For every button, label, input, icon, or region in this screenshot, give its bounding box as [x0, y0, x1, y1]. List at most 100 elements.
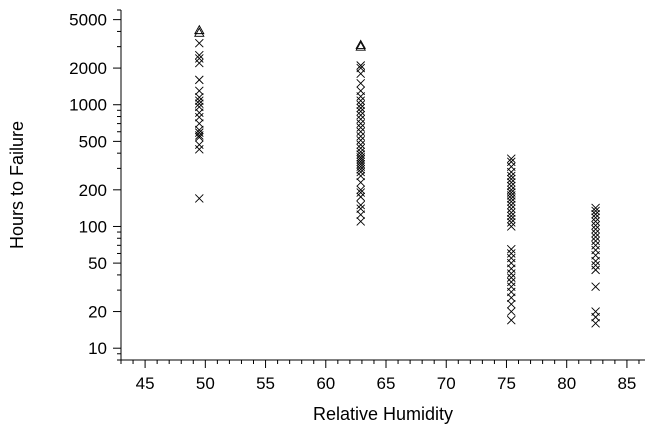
x-point	[591, 236, 600, 246]
x-point	[356, 107, 366, 116]
x-point	[591, 203, 600, 213]
x-point	[591, 232, 600, 242]
x-point	[506, 204, 516, 213]
x-point	[506, 181, 516, 191]
x-tick-label: 80	[557, 374, 576, 393]
x-point	[194, 145, 204, 154]
y-tick-label: 500	[79, 132, 107, 151]
x-point	[356, 140, 366, 149]
x-tick-label: 50	[196, 374, 215, 393]
data-points	[194, 24, 600, 328]
y-tick-label: 20	[88, 303, 107, 322]
x-point	[506, 208, 516, 217]
x-point	[356, 86, 366, 96]
triangle-point	[355, 39, 366, 49]
x-point	[356, 204, 366, 213]
x-point	[194, 96, 204, 105]
x-point	[356, 96, 366, 105]
x-point	[506, 253, 516, 263]
x-point	[356, 159, 366, 169]
x-point	[194, 93, 204, 102]
x-point	[506, 154, 516, 164]
x-tick-label: 55	[256, 374, 275, 393]
x-point	[356, 127, 366, 137]
x-axis-title: Relative Humidity	[313, 404, 453, 424]
x-point	[506, 157, 516, 167]
x-point	[591, 224, 600, 234]
y-tick-label: 100	[79, 217, 107, 236]
x-point	[194, 128, 204, 137]
x-point	[356, 171, 366, 181]
x-point	[194, 194, 204, 203]
x-point	[356, 78, 366, 88]
x-point	[506, 171, 516, 181]
x-point	[194, 102, 204, 112]
x-point	[591, 319, 600, 328]
x-point	[194, 75, 204, 85]
x-point	[506, 315, 516, 325]
x-tick-label: 45	[136, 374, 155, 393]
triangle-point	[194, 27, 205, 37]
x-point	[356, 61, 366, 70]
triangle-point	[194, 24, 205, 35]
x-point	[356, 143, 366, 153]
x-point	[356, 157, 366, 167]
x-point	[506, 162, 516, 171]
x-point	[591, 260, 600, 270]
x-point	[356, 210, 366, 219]
triangle-point	[355, 41, 366, 51]
x-point	[506, 178, 516, 187]
x-point	[591, 245, 600, 255]
x-point	[356, 150, 366, 159]
x-point	[194, 112, 204, 122]
y-tick-label: 5000	[69, 11, 107, 30]
x-point	[356, 110, 366, 120]
x-point	[356, 185, 366, 195]
y-tick-label: 2000	[69, 59, 107, 78]
x-point	[506, 299, 516, 309]
x-point	[506, 200, 516, 210]
x-point	[356, 178, 366, 187]
x-point	[506, 277, 516, 287]
x-point	[591, 307, 600, 316]
x-point	[591, 209, 600, 219]
x-tick-label: 65	[377, 374, 396, 393]
y-tick-label: 1000	[69, 96, 107, 115]
x-axis-ticks: 45 50 55 60 65 70 75 80 85	[120, 360, 640, 393]
x-point	[591, 213, 600, 223]
x-point	[506, 214, 516, 224]
x-point	[506, 269, 516, 278]
x-point	[506, 244, 516, 254]
y-axis-title: Hours to Failure	[7, 121, 27, 249]
x-point	[194, 132, 204, 142]
y-axis-ticks: 10 20 50 100 200 500 1000 2000 5000	[69, 9, 121, 361]
x-point	[356, 123, 366, 132]
x-point	[356, 103, 366, 113]
x-tick-label: 60	[316, 374, 335, 393]
x-point	[194, 54, 204, 63]
x-point	[356, 63, 366, 73]
y-tick-label: 10	[88, 339, 107, 358]
x-point	[591, 217, 600, 226]
x-point	[194, 140, 204, 149]
x-point	[194, 38, 204, 48]
x-point	[506, 218, 516, 227]
x-point	[506, 185, 516, 195]
y-tick-label: 50	[88, 254, 107, 273]
x-point	[194, 58, 204, 68]
x-point	[591, 282, 600, 292]
x-point	[506, 282, 516, 292]
x-point	[356, 136, 366, 145]
x-point	[194, 119, 204, 128]
x-point	[356, 132, 366, 141]
x-point	[194, 50, 204, 60]
x-point	[506, 222, 516, 231]
x-point	[356, 188, 366, 197]
x-point	[356, 200, 366, 210]
x-tick-label: 75	[497, 374, 516, 393]
x-point	[506, 273, 516, 282]
x-point	[506, 249, 516, 258]
x-point	[506, 197, 516, 206]
x-point	[506, 307, 516, 316]
x-tick-label: 70	[437, 374, 456, 393]
